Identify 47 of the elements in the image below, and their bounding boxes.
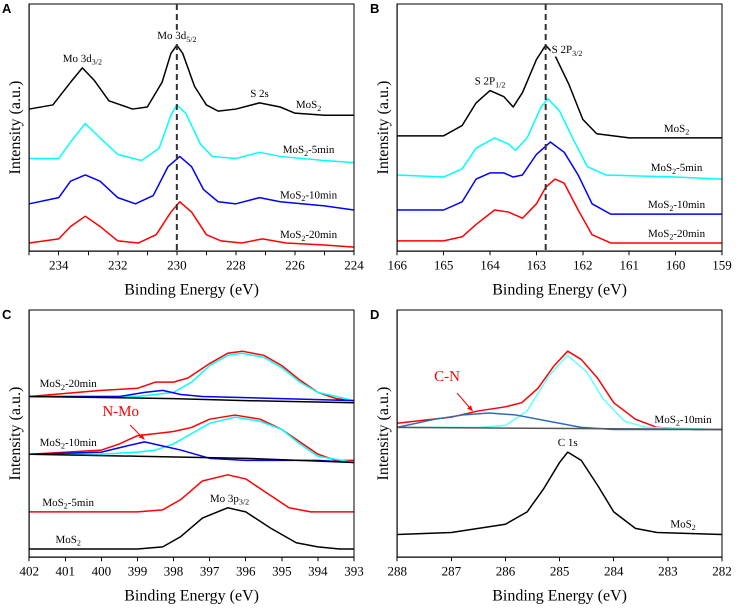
x-tick-label: 398 — [164, 563, 184, 578]
x-tick-label: 166 — [387, 257, 408, 272]
x-tick-label: 228 — [226, 257, 246, 272]
chart-title: B — [370, 1, 380, 16]
annotation: C 1s — [558, 437, 578, 450]
x-tick-label: 285 — [550, 563, 570, 578]
x-tick-label: 163 — [526, 257, 546, 272]
x-tick-label: 164 — [480, 257, 500, 272]
x-axis-title: Binding Energy (eV) — [492, 588, 627, 605]
x-tick-label: 159 — [712, 257, 732, 272]
y-axis-title: Intensity (a.u.) — [6, 386, 24, 480]
y-axis-title: Intensity (a.u.) — [374, 80, 392, 174]
x-tick-label: 393 — [344, 563, 364, 578]
x-tick-label: 401 — [56, 563, 76, 578]
annotation: N-Mo — [102, 404, 140, 420]
x-axis-title: Binding Energy (eV) — [124, 282, 259, 299]
x-tick-label: 224 — [344, 257, 364, 272]
annotation: S 2s — [250, 88, 269, 100]
x-tick-label: 282 — [712, 563, 732, 578]
x-tick-label: 283 — [658, 563, 678, 578]
x-tick-label: 286 — [496, 563, 516, 578]
x-tick-label: 160 — [666, 257, 686, 272]
y-axis-title: Intensity (a.u.) — [374, 386, 392, 480]
x-tick-label: 394 — [308, 563, 328, 578]
x-tick-label: 284 — [604, 563, 624, 578]
x-tick-label: 397 — [200, 563, 220, 578]
chart-title: C — [2, 307, 12, 322]
annotation: C-N — [434, 368, 460, 385]
chart-title: D — [370, 307, 380, 322]
x-tick-label: 234 — [48, 257, 69, 272]
x-tick-label: 402 — [19, 563, 39, 578]
x-axis-title: Binding Energy (eV) — [124, 588, 259, 605]
x-tick-label: 162 — [573, 257, 593, 272]
chart-title: A — [2, 1, 12, 16]
x-tick-label: 399 — [128, 563, 148, 578]
x-tick-label: 287 — [442, 563, 462, 578]
x-tick-label: 161 — [619, 257, 639, 272]
x-tick-label: 396 — [236, 563, 256, 578]
x-tick-label: 226 — [285, 257, 306, 272]
x-tick-label: 395 — [272, 563, 292, 578]
x-tick-label: 232 — [108, 257, 128, 272]
y-axis-title: Intensity (a.u.) — [6, 80, 24, 174]
x-tick-label: 230 — [167, 257, 187, 272]
x-tick-label: 400 — [92, 563, 112, 578]
x-axis-title: Binding Energy (eV) — [492, 282, 627, 299]
x-tick-label: 288 — [387, 563, 407, 578]
x-tick-label: 165 — [434, 257, 454, 272]
